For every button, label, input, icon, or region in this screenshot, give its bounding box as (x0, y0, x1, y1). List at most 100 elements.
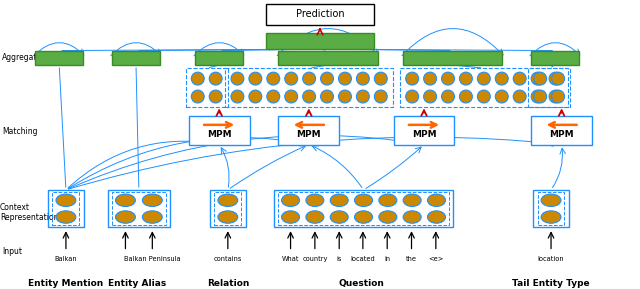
Ellipse shape (356, 72, 369, 85)
Ellipse shape (379, 211, 397, 223)
Ellipse shape (231, 90, 244, 103)
Ellipse shape (231, 72, 244, 85)
Ellipse shape (513, 72, 526, 85)
FancyBboxPatch shape (531, 51, 579, 65)
Ellipse shape (355, 194, 372, 206)
Ellipse shape (424, 72, 436, 85)
Ellipse shape (249, 90, 262, 103)
Ellipse shape (321, 90, 333, 103)
FancyBboxPatch shape (531, 116, 592, 144)
Ellipse shape (339, 90, 351, 103)
Ellipse shape (552, 90, 564, 103)
Text: Tail Entity Type: Tail Entity Type (512, 279, 590, 288)
Ellipse shape (56, 194, 76, 206)
Text: Relation: Relation (207, 279, 249, 288)
Ellipse shape (115, 194, 136, 206)
Ellipse shape (424, 90, 436, 103)
Ellipse shape (56, 211, 76, 223)
FancyBboxPatch shape (210, 190, 246, 227)
Ellipse shape (267, 72, 280, 85)
Ellipse shape (115, 211, 136, 223)
Ellipse shape (374, 72, 387, 85)
Ellipse shape (142, 194, 163, 206)
Ellipse shape (428, 211, 445, 223)
Text: location: location (538, 256, 564, 262)
Ellipse shape (552, 72, 564, 85)
Ellipse shape (549, 72, 562, 85)
FancyBboxPatch shape (112, 51, 160, 65)
Ellipse shape (282, 194, 300, 206)
Ellipse shape (282, 211, 300, 223)
Ellipse shape (403, 211, 421, 223)
FancyBboxPatch shape (394, 116, 454, 144)
Ellipse shape (285, 90, 298, 103)
Ellipse shape (531, 72, 544, 85)
Text: Matching: Matching (2, 127, 37, 136)
Text: Entity Mention: Entity Mention (28, 279, 104, 288)
Ellipse shape (477, 72, 490, 85)
Ellipse shape (534, 90, 547, 103)
Ellipse shape (531, 90, 544, 103)
Ellipse shape (191, 72, 204, 85)
Ellipse shape (249, 72, 262, 85)
FancyBboxPatch shape (533, 190, 569, 227)
Ellipse shape (460, 72, 472, 85)
FancyBboxPatch shape (403, 51, 502, 65)
Ellipse shape (303, 72, 316, 85)
Ellipse shape (330, 211, 348, 223)
Ellipse shape (534, 72, 547, 85)
FancyBboxPatch shape (266, 33, 374, 49)
Ellipse shape (306, 194, 324, 206)
Ellipse shape (209, 90, 222, 103)
Ellipse shape (460, 90, 472, 103)
Text: Context
Representation: Context Representation (0, 203, 58, 222)
Text: is: is (337, 256, 342, 262)
Text: Entity Alias: Entity Alias (108, 279, 167, 288)
Text: MPM: MPM (412, 130, 436, 139)
Ellipse shape (495, 90, 508, 103)
Ellipse shape (406, 90, 419, 103)
FancyBboxPatch shape (48, 190, 84, 227)
Text: located: located (351, 256, 375, 262)
Text: Balkan: Balkan (54, 256, 77, 262)
Ellipse shape (477, 90, 490, 103)
Ellipse shape (403, 194, 421, 206)
Ellipse shape (285, 72, 298, 85)
Text: Aggregation: Aggregation (2, 53, 49, 62)
Ellipse shape (218, 211, 238, 223)
Ellipse shape (374, 90, 387, 103)
Ellipse shape (495, 72, 508, 85)
Ellipse shape (267, 90, 280, 103)
Ellipse shape (306, 211, 324, 223)
FancyBboxPatch shape (195, 51, 243, 65)
Ellipse shape (330, 194, 348, 206)
Ellipse shape (442, 90, 454, 103)
FancyBboxPatch shape (108, 190, 170, 227)
Text: contains: contains (214, 256, 242, 262)
FancyBboxPatch shape (266, 4, 374, 25)
FancyBboxPatch shape (278, 116, 339, 144)
Text: MPM: MPM (207, 130, 232, 139)
Text: Balkan Peninsula: Balkan Peninsula (124, 256, 180, 262)
Ellipse shape (218, 194, 238, 206)
Text: Prediction: Prediction (296, 10, 344, 19)
Text: What: What (282, 256, 300, 262)
Ellipse shape (191, 90, 204, 103)
Text: in: in (384, 256, 390, 262)
FancyBboxPatch shape (35, 51, 83, 65)
Ellipse shape (321, 72, 333, 85)
Ellipse shape (142, 211, 163, 223)
Text: MPM: MPM (549, 130, 574, 139)
FancyBboxPatch shape (278, 51, 378, 65)
Ellipse shape (303, 90, 316, 103)
Text: MPM: MPM (296, 130, 321, 139)
Ellipse shape (339, 72, 351, 85)
Text: the: the (406, 256, 417, 262)
Ellipse shape (442, 72, 454, 85)
Ellipse shape (356, 90, 369, 103)
Ellipse shape (541, 194, 561, 206)
Text: country: country (302, 256, 328, 262)
Ellipse shape (379, 194, 397, 206)
Ellipse shape (406, 72, 419, 85)
Ellipse shape (541, 211, 561, 223)
